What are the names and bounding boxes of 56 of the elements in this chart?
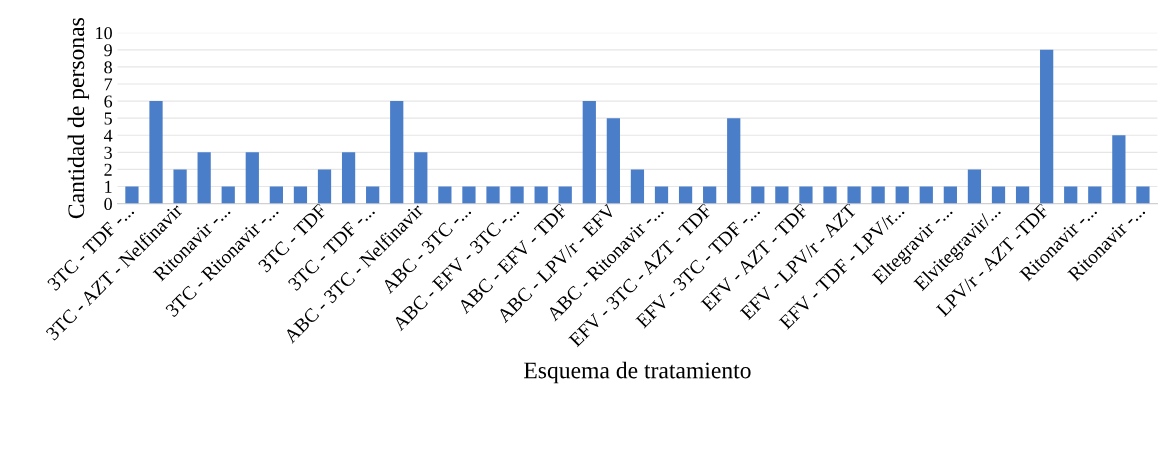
bar [173, 169, 187, 204]
bar [269, 186, 283, 204]
bar [1088, 186, 1102, 204]
bar [1136, 186, 1150, 204]
bar [727, 118, 741, 204]
x-axis-title: Esquema de tratamiento [524, 361, 751, 384]
y-tick-label: 9 [104, 44, 112, 57]
bar [919, 186, 933, 204]
y-tick-label: 4 [103, 129, 113, 142]
bar [390, 101, 404, 204]
y-tick-label: 10 [96, 27, 112, 40]
y-tick-label: 1 [105, 180, 112, 193]
bar [1064, 186, 1078, 204]
bar [510, 186, 524, 204]
bar [1040, 49, 1054, 204]
bar [943, 186, 957, 204]
y-tick-label: 3 [104, 146, 112, 159]
y-axis-title: Cantidad de personas [67, 18, 90, 219]
bar [751, 186, 765, 204]
y-tick-label: 2 [104, 163, 112, 176]
bar [341, 152, 356, 204]
y-tick-label: 7 [104, 78, 113, 91]
bar [775, 186, 789, 204]
bar [991, 186, 1006, 204]
y-tick-label: 6 [104, 95, 113, 108]
bar [823, 186, 837, 204]
y-tick-label: 0 [104, 197, 112, 211]
bar [678, 186, 693, 204]
y-tick-label: 8 [104, 61, 112, 74]
bar [654, 186, 669, 204]
bar [317, 169, 332, 204]
bar [967, 169, 982, 204]
bar [895, 186, 909, 204]
bar [149, 101, 163, 204]
bar [703, 186, 717, 204]
bar [462, 186, 476, 204]
bar [1112, 135, 1126, 204]
bar [486, 186, 500, 204]
bar [558, 186, 572, 204]
bar [606, 118, 620, 204]
bar [221, 186, 235, 204]
bar [582, 101, 596, 204]
bar [1015, 186, 1030, 204]
bar [125, 186, 139, 204]
bar [847, 186, 861, 204]
bar [799, 186, 813, 204]
bar [534, 186, 548, 204]
bar [438, 186, 452, 204]
bar [293, 186, 308, 204]
bar [630, 169, 645, 204]
bar [245, 152, 259, 204]
bar [871, 186, 885, 204]
bar [197, 152, 211, 204]
bar [366, 186, 380, 204]
bar [414, 152, 428, 204]
y-tick-label: 5 [104, 112, 112, 125]
